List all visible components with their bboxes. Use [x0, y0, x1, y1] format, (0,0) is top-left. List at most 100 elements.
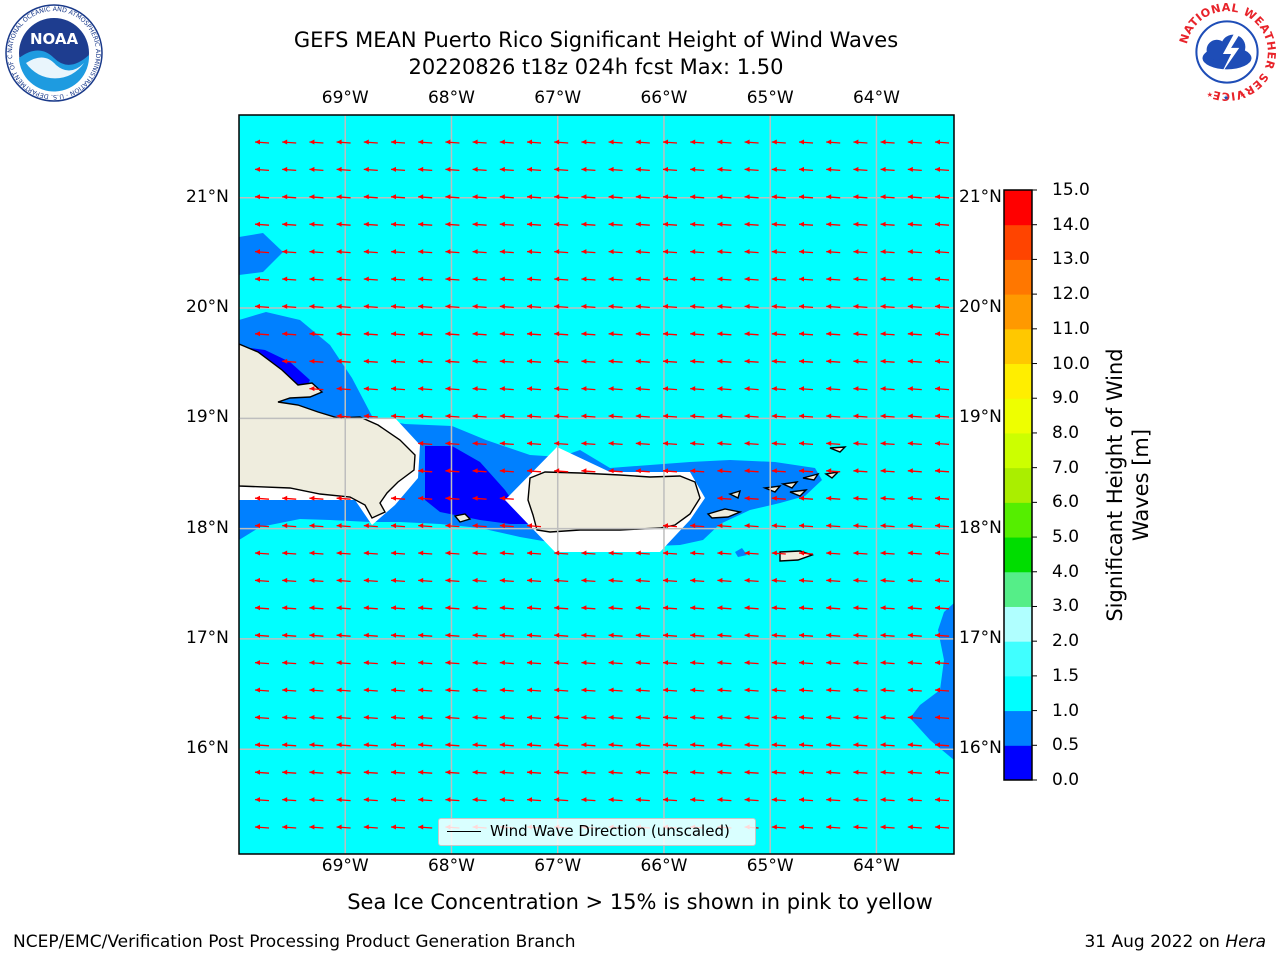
wave-arrow-head: [363, 714, 369, 720]
wave-arrow-head: [935, 687, 940, 693]
wave-arrow-head: [418, 413, 424, 419]
wave-arrow-head: [418, 824, 424, 830]
wave-arrow-head: [663, 687, 668, 693]
wave-arrow-head: [935, 249, 940, 255]
wave-arrow-head: [363, 166, 369, 172]
wave-arrow-head: [690, 139, 696, 145]
wave-arrow-head: [799, 632, 804, 638]
wave-arrow-head: [826, 714, 832, 720]
wave-arrow-head: [282, 194, 288, 200]
wave-arrow-head: [635, 194, 641, 200]
wave-arrow-head: [690, 769, 696, 775]
wave-arrow-head: [853, 714, 859, 720]
wave-arrow-head: [527, 221, 532, 227]
wave-arrow-head: [309, 577, 315, 583]
colorbar-segment: [1004, 432, 1032, 469]
wave-arrow-head: [554, 413, 560, 419]
colorbar-tick-label: 5.0: [1052, 527, 1080, 548]
wave-arrow-head: [418, 550, 424, 556]
colorbar-tick-label: 6.0: [1052, 492, 1080, 513]
colorbar-segment: [1004, 398, 1032, 434]
wave-arrow-head: [690, 440, 696, 446]
wave-arrow-head: [581, 797, 587, 803]
wave-arrow-head: [717, 386, 723, 392]
wave-arrow-head: [554, 276, 560, 282]
wave-arrow-head: [418, 249, 424, 255]
wave-arrow-head: [744, 440, 750, 446]
wave-arrow-head: [336, 550, 342, 556]
wave-arrow-head: [663, 714, 668, 720]
wave-arrow-head: [880, 303, 886, 309]
wave-arrow-head: [472, 386, 478, 392]
wave-arrow-head: [935, 769, 940, 775]
wave-arrow-head: [663, 797, 668, 803]
wave-arrow-head: [635, 577, 641, 583]
wave-arrow-head: [907, 358, 913, 364]
wave-arrow-head: [826, 824, 832, 830]
wave-arrow-head: [363, 550, 369, 556]
wave-arrow-head: [935, 605, 940, 611]
wave-arrow-head: [826, 550, 832, 556]
colorbar-title: Significant Height of Wind Waves [m]: [1103, 348, 1153, 622]
wave-arrow-head: [771, 221, 777, 227]
wave-arrow-head: [826, 632, 832, 638]
wave-arrow-head: [581, 194, 587, 200]
wave-arrow-head: [255, 824, 260, 830]
wave-arrow-head: [771, 797, 777, 803]
wave-arrow-head: [418, 769, 424, 775]
wave-arrow-head: [717, 714, 723, 720]
sea-ice-note: Sea Ice Concentration > 15% is shown in …: [347, 890, 933, 914]
wave-arrow-head: [853, 194, 859, 200]
wave-arrow-head: [499, 769, 505, 775]
wave-arrow-head: [744, 742, 750, 748]
wave-arrow-head: [391, 687, 396, 693]
wave-arrow-head: [445, 413, 451, 419]
colorbar-segment: [1004, 502, 1032, 538]
wave-arrow-head: [744, 632, 750, 638]
wave-arrow-head: [309, 523, 315, 529]
wave-arrow-head: [336, 714, 342, 720]
wave-arrow-head: [255, 331, 260, 337]
wave-arrow-head: [771, 468, 777, 474]
wave-arrow-head: [771, 550, 777, 556]
wave-arrow-head: [282, 221, 288, 227]
wave-arrow-head: [690, 714, 696, 720]
wave-arrow-head: [499, 577, 505, 583]
wave-arrow-head: [690, 386, 696, 392]
wave-arrow-head: [771, 632, 777, 638]
wave-arrow-head: [826, 166, 832, 172]
wave-arrow-head: [445, 331, 451, 337]
wave-arrow-head: [690, 550, 696, 556]
wave-arrow-head: [527, 769, 532, 775]
wave-arrow-head: [907, 386, 913, 392]
wave-arrow-head: [282, 797, 288, 803]
wave-arrow-head: [581, 440, 587, 446]
wave-arrow-head: [363, 386, 369, 392]
wave-arrow-head: [717, 495, 723, 501]
wave-arrow-head: [744, 495, 750, 501]
wave-arrow-head: [309, 249, 315, 255]
wave-arrow-head: [771, 386, 777, 392]
wave-arrow-head: [418, 276, 424, 282]
wave-arrow-head: [282, 605, 288, 611]
wave-arrow-head: [717, 577, 723, 583]
wave-arrow-head: [472, 550, 478, 556]
wave-arrow-head: [418, 632, 424, 638]
wave-arrow-head: [771, 495, 777, 501]
wave-arrow-head: [499, 358, 505, 364]
wave-arrow-head: [880, 495, 886, 501]
wave-arrow-head: [554, 468, 560, 474]
colorbar-segment: [1004, 641, 1032, 677]
wave-arrow-head: [255, 797, 260, 803]
footer-machine: Hera: [1225, 932, 1266, 952]
lon-label-bottom: 69°W: [321, 856, 369, 876]
wave-arrow-head: [608, 769, 614, 775]
wave-arrow-head: [635, 797, 641, 803]
wave-arrow-head: [527, 331, 532, 337]
wave-arrow-head: [309, 166, 315, 172]
wave-arrow-head: [499, 221, 505, 227]
wave-arrow-head: [336, 166, 342, 172]
wave-arrow-head: [799, 577, 804, 583]
wave-arrow-head: [799, 194, 804, 200]
wave-arrow-head: [472, 742, 478, 748]
